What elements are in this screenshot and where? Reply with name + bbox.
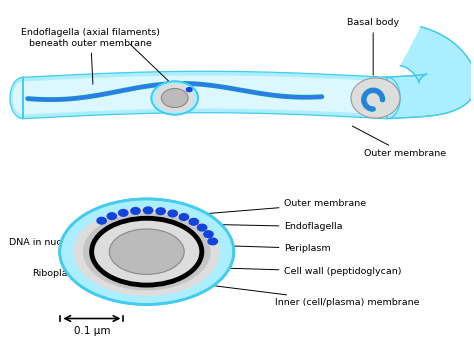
Text: Periplasm: Periplasm: [204, 244, 331, 253]
Text: Cell wall (peptidoglycan): Cell wall (peptidoglycan): [198, 267, 402, 276]
Circle shape: [144, 207, 153, 214]
Circle shape: [179, 214, 189, 220]
Ellipse shape: [91, 218, 202, 285]
Ellipse shape: [351, 78, 400, 118]
Circle shape: [162, 88, 188, 107]
Circle shape: [186, 88, 192, 92]
Polygon shape: [10, 71, 400, 119]
Circle shape: [168, 210, 177, 217]
Polygon shape: [13, 75, 398, 115]
Circle shape: [118, 210, 128, 216]
Text: Endoflagella (axial filaments)
beneath outer membrane: Endoflagella (axial filaments) beneath o…: [21, 28, 160, 84]
Text: Riboplasm: Riboplasm: [32, 262, 108, 278]
Ellipse shape: [73, 207, 220, 296]
Text: DNA in nucleoid: DNA in nucleoid: [9, 238, 130, 249]
Ellipse shape: [109, 229, 184, 275]
Ellipse shape: [60, 199, 234, 305]
Text: Endoflagella: Endoflagella: [201, 222, 343, 231]
Circle shape: [155, 84, 194, 112]
Text: Outer membrane: Outer membrane: [209, 199, 366, 213]
Circle shape: [156, 208, 165, 214]
Circle shape: [189, 219, 199, 225]
Circle shape: [204, 231, 213, 238]
Circle shape: [97, 217, 106, 224]
Text: Outer membrane: Outer membrane: [352, 126, 446, 158]
Circle shape: [151, 81, 198, 115]
Ellipse shape: [83, 213, 210, 291]
Polygon shape: [384, 27, 474, 119]
Text: Basal body: Basal body: [347, 18, 399, 75]
Text: Inner (cell/plasma) membrane: Inner (cell/plasma) membrane: [180, 281, 419, 307]
Circle shape: [107, 213, 117, 220]
Circle shape: [208, 238, 218, 245]
Text: 0.1 μm: 0.1 μm: [73, 326, 110, 336]
Circle shape: [131, 208, 140, 214]
Circle shape: [197, 224, 207, 231]
